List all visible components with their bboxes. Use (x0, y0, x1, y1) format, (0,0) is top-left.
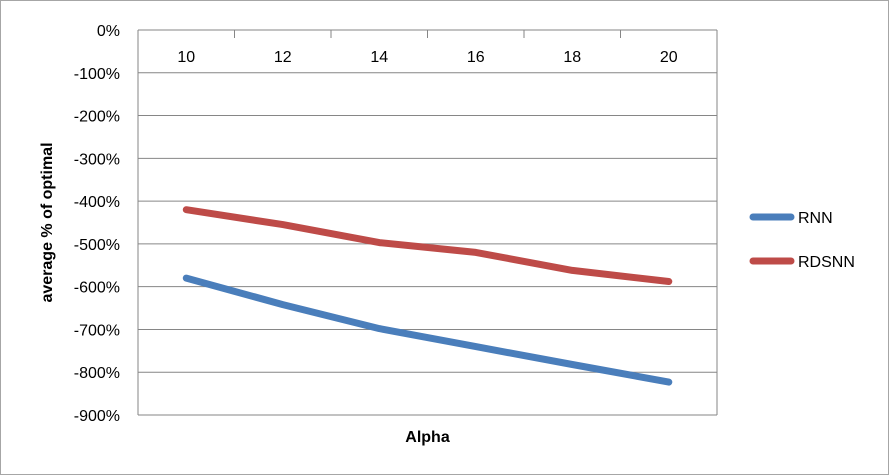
legend-label-rdsnn: RDSNN (798, 254, 855, 271)
y-tick-label: -600% (74, 280, 120, 297)
y-axis-title: average % of optimal (39, 142, 56, 302)
y-axis-tick-labels: 0% -100% -200% -300% -400% -500% -600% -700% -80… (74, 23, 120, 425)
y-tick-label: 0% (97, 23, 120, 40)
series-lines (182, 206, 673, 386)
x-tick-label: 20 (660, 49, 678, 66)
y-tick-label: -300% (74, 151, 120, 168)
x-axis-tick-labels: 10 12 14 16 18 20 (177, 49, 677, 66)
y-tick-label: -200% (74, 109, 120, 126)
y-tick-label: -500% (74, 237, 120, 254)
x-tick-label: 12 (274, 49, 292, 66)
x-tick-label: 16 (467, 49, 485, 66)
x-tick-label: 10 (177, 49, 195, 66)
x-tick-label: 14 (370, 49, 388, 66)
series-line-rnn (182, 274, 673, 386)
gridlines (137, 29, 718, 416)
series-line-rdsnn (182, 206, 673, 285)
legend-label-rnn: RNN (798, 210, 833, 227)
x-axis-title: Alpha (405, 429, 450, 446)
legend: RNN RDSNN (749, 210, 855, 271)
y-tick-label: -100% (74, 66, 120, 83)
x-tick-label: 18 (563, 49, 581, 66)
y-tick-label: -400% (74, 194, 120, 211)
y-tick-label: -800% (74, 365, 120, 382)
y-tick-label: -900% (74, 408, 120, 425)
y-tick-label: -700% (74, 322, 120, 339)
